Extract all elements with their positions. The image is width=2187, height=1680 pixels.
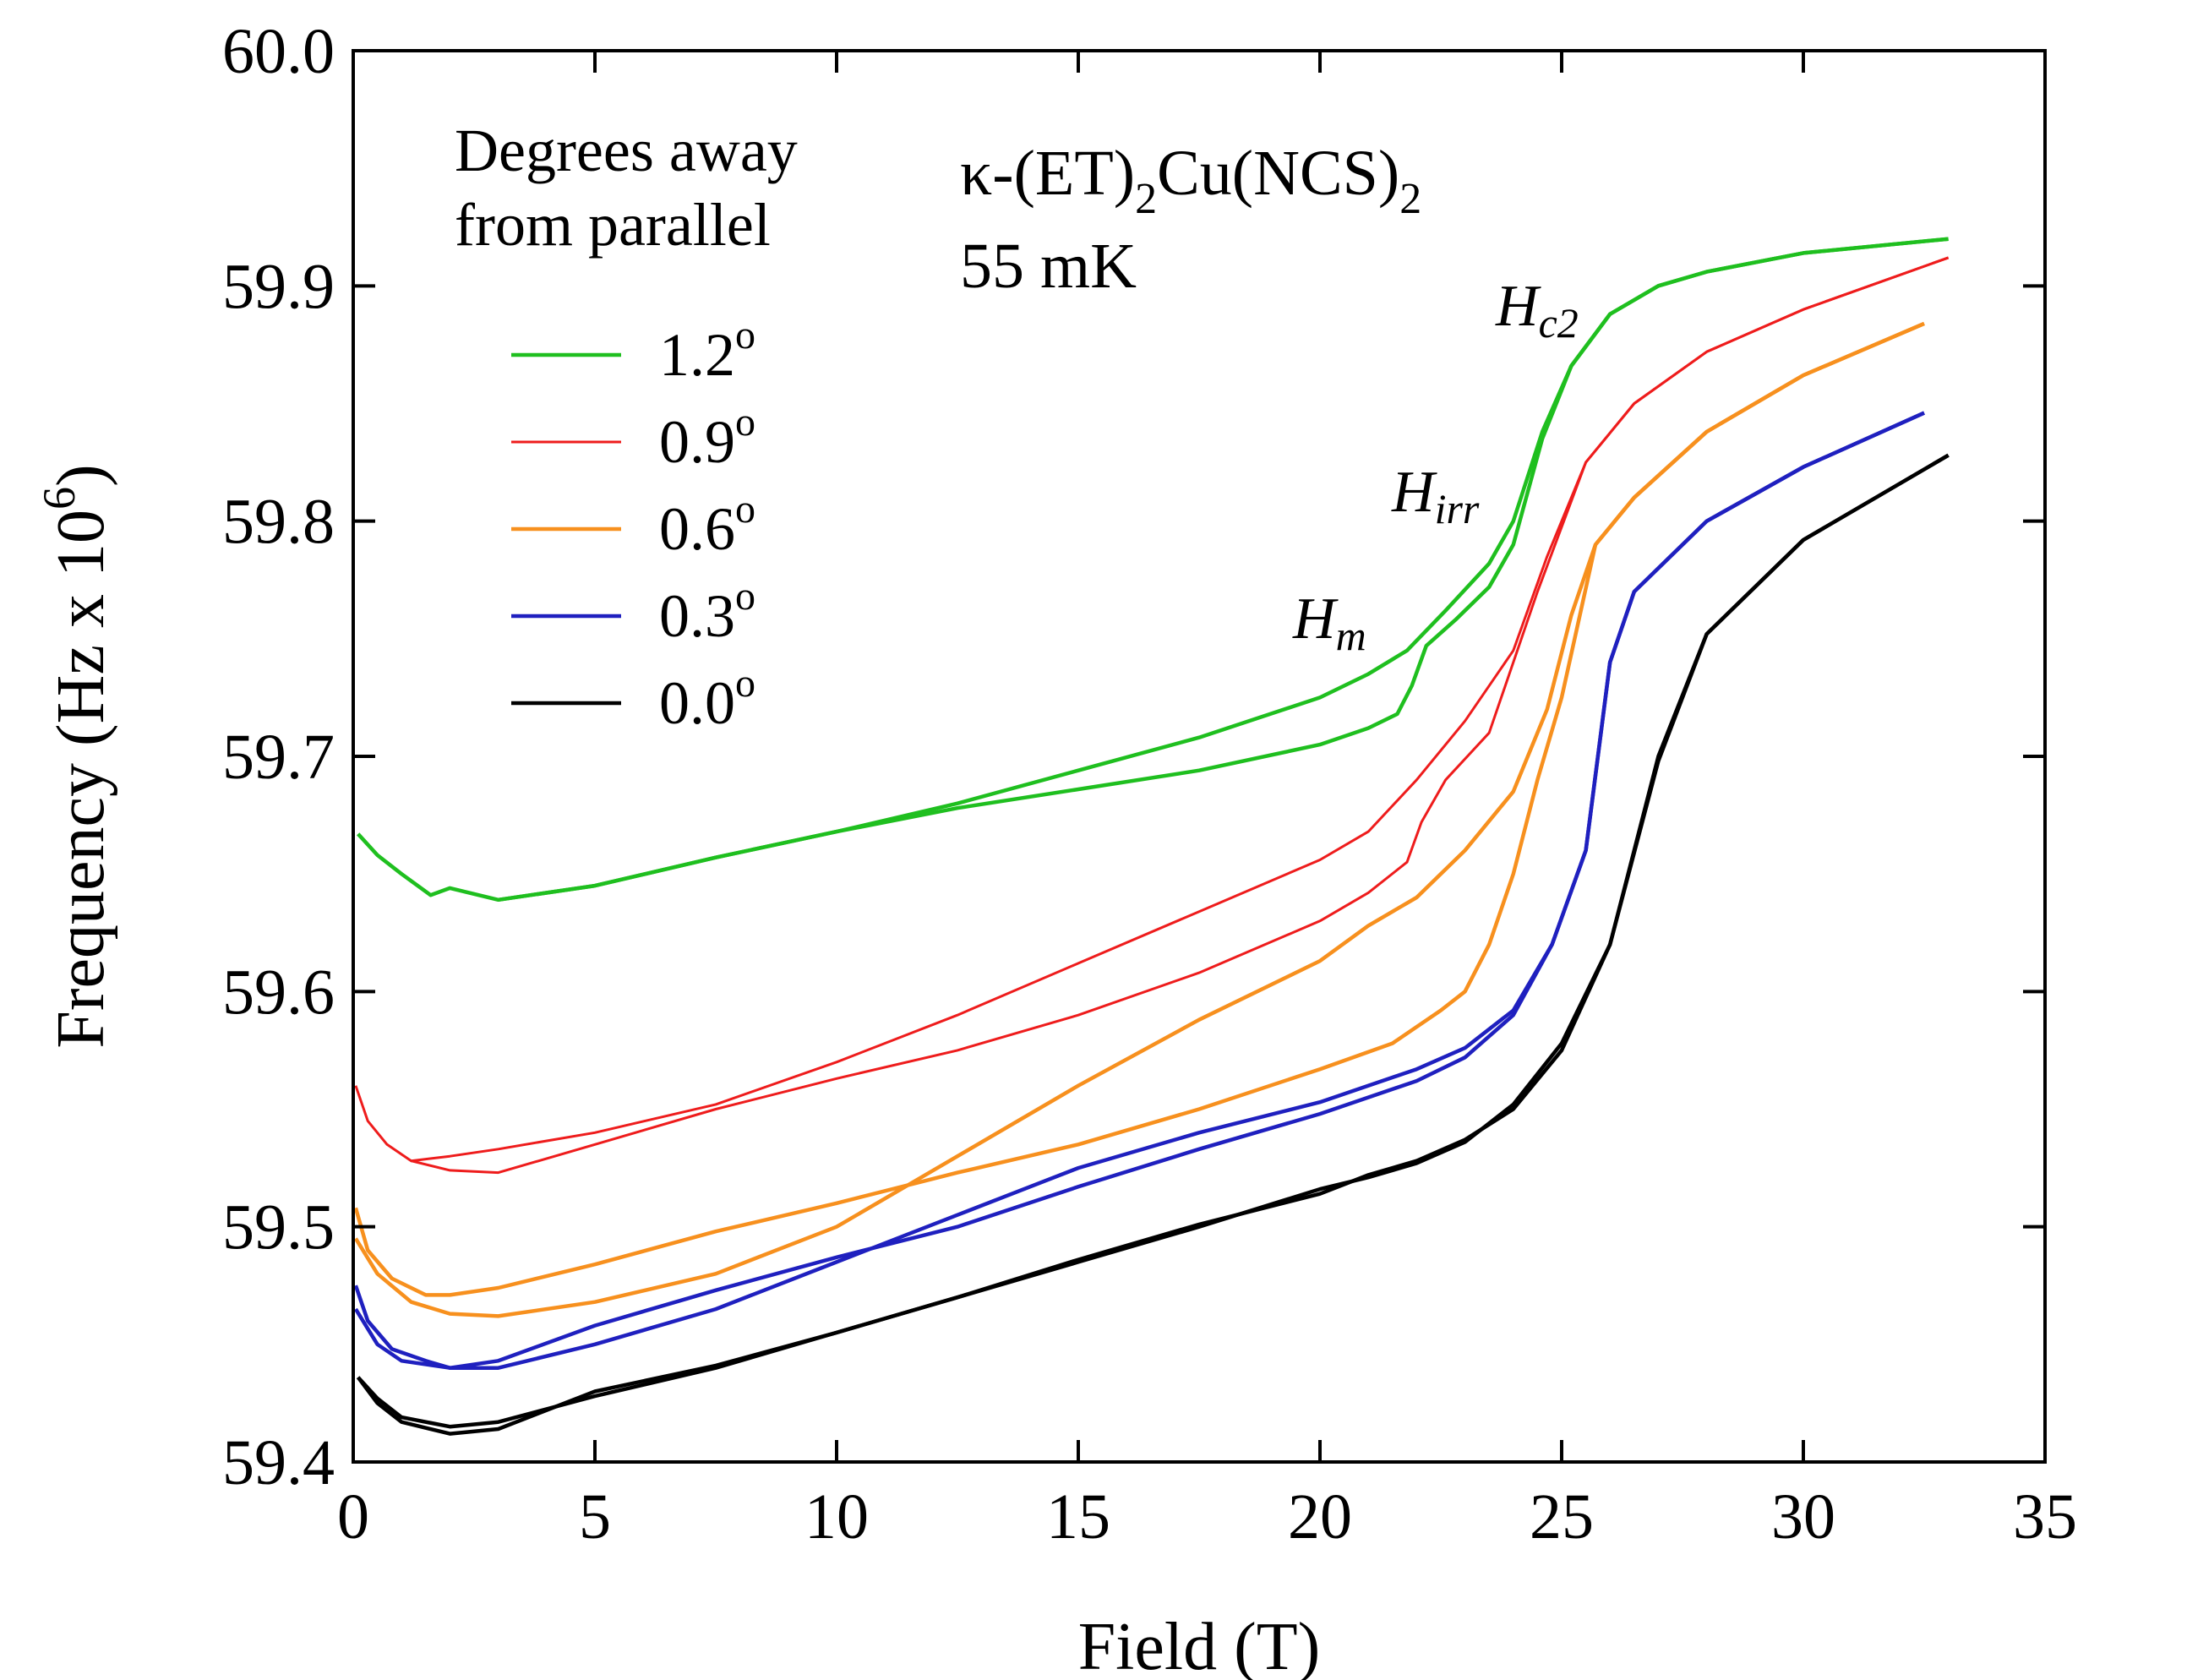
y-tick-label: 59.9	[222, 251, 335, 322]
hm-sub: m	[1336, 612, 1366, 659]
legend-label-0.0: 0.0o	[659, 661, 755, 737]
y-tick-label: 59.8	[222, 487, 335, 558]
legend-degree-sup: o	[735, 574, 755, 619]
hc2-label: Hc2	[1495, 274, 1579, 346]
plot-frame	[352, 49, 2047, 1464]
x-tick-label: 10	[804, 1481, 869, 1552]
series-line-0.0-branch-0	[357, 453, 1950, 1429]
series-line-1.2-branch-1	[498, 237, 1949, 903]
hirr-main: H	[1391, 460, 1437, 525]
series-0.6	[353, 321, 1925, 1318]
series-line-0.6-branch-1	[353, 321, 1925, 1318]
y-tick-label: 59.7	[222, 722, 335, 793]
y-axis-title-close: )	[44, 464, 118, 487]
series-0.3	[353, 411, 1925, 1370]
series-1.2	[357, 237, 1949, 903]
hm-main: H	[1292, 586, 1339, 652]
ticks-layer: 0 5 10 15 20 25 30 35 59.4 59.5 59.6 59.7 59.8 59.9 60…	[222, 16, 2077, 1552]
compound-label: κ-(ET)2Cu(NCS)2	[960, 138, 1421, 223]
hm-label: Hm	[1292, 586, 1366, 659]
series-line-0.9-branch-0	[354, 256, 1950, 1163]
hirr-sub: irr	[1435, 485, 1480, 532]
legend-entries: 1.2o0.9o0.6o0.3o0.0o	[511, 313, 755, 737]
y-axis-title-main: Frequency (Hz x 10	[44, 510, 118, 1049]
hc2-sub: c2	[1539, 299, 1579, 346]
hc2-main: H	[1495, 274, 1541, 339]
legend: Degrees away from parallel 1.2o0.9o0.6o0…	[455, 117, 798, 737]
series-line-0.3-branch-0	[353, 411, 1925, 1370]
y-axis-title: Frequency (Hz x 106)	[34, 464, 118, 1048]
hirr-label: Hirr	[1391, 460, 1480, 532]
legend-degree-sup: o	[735, 487, 755, 532]
x-tick-label: 5	[579, 1481, 611, 1552]
compound-mid: Cu(NCS)	[1157, 138, 1399, 209]
series-layer	[353, 237, 1950, 1436]
y-tick-label: 59.6	[222, 957, 335, 1028]
series-line-0.0-branch-1	[356, 453, 1950, 1436]
legend-label-0.9: 0.9o	[659, 400, 755, 476]
compound-kappa: κ-(ET)	[960, 138, 1135, 209]
series-0.0	[356, 453, 1950, 1436]
legend-degree-sup: o	[735, 313, 755, 357]
series-line-0.3-branch-1	[353, 411, 1925, 1370]
x-tick-label: 20	[1288, 1481, 1352, 1552]
x-tick-label: 25	[1530, 1481, 1594, 1552]
series-line-0.9-branch-1	[411, 256, 1950, 1175]
x-tick-label: 30	[1771, 1481, 1835, 1552]
legend-degree-sup: o	[735, 661, 755, 706]
x-tick-label: 0	[337, 1481, 369, 1552]
legend-value: 0.0	[659, 669, 735, 737]
x-tick-label: 35	[2013, 1481, 2077, 1552]
x-tick-label: 15	[1046, 1481, 1110, 1552]
y-tick-label: 59.4	[222, 1427, 335, 1498]
compound-sub1: 2	[1135, 175, 1157, 223]
temperature-label: 55 mK	[960, 231, 1137, 302]
legend-label-1.2: 1.2o	[659, 313, 755, 389]
legend-value: 0.3	[659, 582, 735, 650]
legend-label-0.6: 0.6o	[659, 487, 755, 563]
y-axis-title-exponent: 6	[34, 487, 85, 510]
legend-title-line2: from parallel	[455, 191, 771, 259]
legend-degree-sup: o	[735, 400, 755, 445]
y-tick-label: 59.5	[222, 1192, 335, 1263]
legend-label-0.3: 0.3o	[659, 574, 755, 650]
series-0.9	[354, 256, 1950, 1175]
series-line-1.2-branch-0	[357, 237, 1949, 903]
legend-value: 0.6	[659, 495, 735, 563]
y-tick-label: 60.0	[222, 16, 335, 87]
legend-value: 1.2	[659, 321, 735, 389]
compound-sub2: 2	[1399, 175, 1421, 223]
legend-title-line1: Degrees away	[455, 117, 798, 184]
legend-value: 0.9	[659, 408, 735, 476]
x-axis-title: Field (T)	[1078, 1610, 1321, 1680]
